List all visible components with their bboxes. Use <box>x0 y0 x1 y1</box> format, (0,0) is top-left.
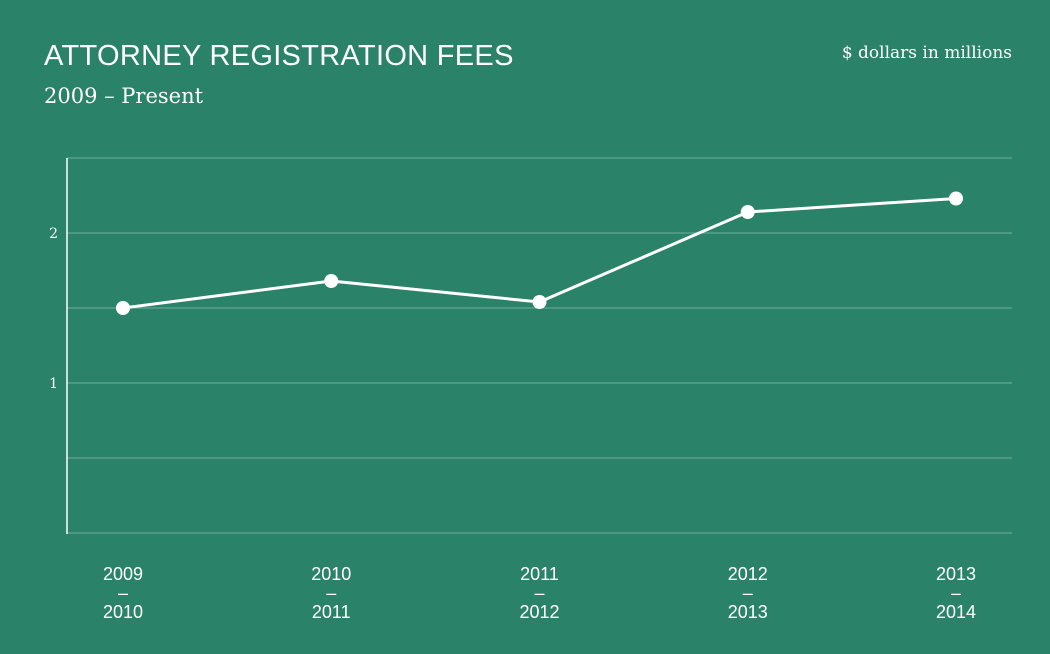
x-tick-dash: – <box>118 583 128 603</box>
x-tick-dash: – <box>534 583 544 603</box>
x-tick-year: 2011 <box>312 602 351 622</box>
x-tick-year: 2009 <box>103 564 143 584</box>
series-fees <box>116 192 963 316</box>
x-tick-label: 2013–2014 <box>936 564 976 622</box>
y-tick-label: 1 <box>49 376 58 392</box>
data-point <box>116 301 130 315</box>
data-point <box>324 274 338 288</box>
gridlines <box>67 158 1012 533</box>
x-tick-labels: 2009–20102010–20112011–20122012–20132013… <box>103 564 976 622</box>
x-tick-dash: – <box>326 583 336 603</box>
y-tick-label: 2 <box>49 226 58 242</box>
x-tick-label: 2010–2011 <box>311 564 351 622</box>
x-tick-year: 2011 <box>520 564 559 584</box>
data-point <box>949 192 963 206</box>
data-point <box>741 205 755 219</box>
x-tick-year: 2013 <box>728 602 768 622</box>
x-tick-year: 2014 <box>936 602 976 622</box>
data-point <box>533 295 547 309</box>
x-tick-year: 2010 <box>103 602 143 622</box>
x-tick-year: 2010 <box>311 564 351 584</box>
series-line <box>123 199 956 309</box>
y-tick-labels: 12 <box>49 226 58 392</box>
x-tick-year: 2013 <box>936 564 976 584</box>
x-tick-label: 2011–2012 <box>519 564 559 622</box>
x-tick-dash: – <box>743 583 753 603</box>
x-tick-year: 2012 <box>519 602 559 622</box>
x-tick-label: 2009–2010 <box>103 564 143 622</box>
x-tick-dash: – <box>951 583 961 603</box>
x-tick-year: 2012 <box>728 564 768 584</box>
x-tick-label: 2012–2013 <box>728 564 768 622</box>
